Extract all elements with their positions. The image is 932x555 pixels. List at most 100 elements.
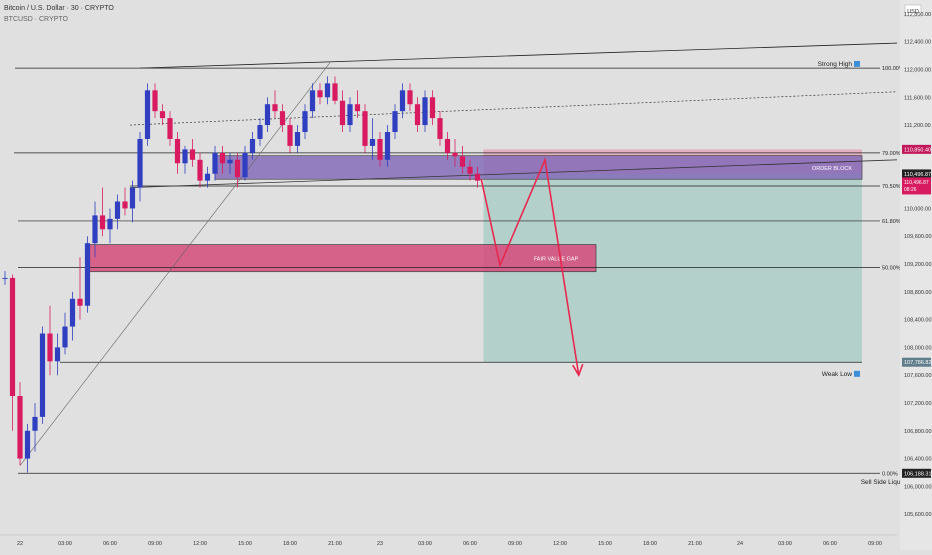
candle-body[interactable] (407, 90, 413, 105)
price-tag-sub-label: 110,496.87 (904, 180, 929, 186)
price-tag[interactable] (902, 468, 931, 478)
price-tag[interactable] (902, 144, 931, 154)
candle-body[interactable] (332, 83, 338, 101)
candle-body[interactable] (354, 104, 361, 112)
candle-body[interactable] (339, 100, 346, 126)
fib-anchor-diagonal[interactable] (19, 62, 331, 466)
level-label: 50.00% (882, 266, 901, 272)
y-tick-label: 108,000.00 (904, 345, 932, 351)
candle-body[interactable] (317, 90, 323, 98)
candle-body[interactable] (144, 90, 151, 139)
candle-body[interactable] (114, 201, 121, 219)
candle-body[interactable] (107, 218, 113, 230)
candle-body[interactable] (234, 159, 241, 178)
candle-body[interactable] (17, 396, 23, 459)
x-tick-label: 06:00 (103, 541, 117, 547)
x-tick-label: 15:00 (238, 541, 252, 547)
candle-body[interactable] (212, 152, 218, 174)
candle-body[interactable] (227, 159, 233, 164)
candle-body[interactable] (287, 125, 293, 146)
x-tick-label: 15:00 (598, 541, 612, 547)
candle-body[interactable] (257, 125, 263, 139)
candle-body[interactable] (347, 104, 353, 126)
candle-body[interactable] (189, 149, 196, 160)
candle-body[interactable] (47, 333, 53, 362)
candle-body[interactable] (414, 104, 421, 126)
candle-body[interactable] (167, 118, 173, 139)
candle-body[interactable] (2, 277, 8, 279)
trendline-lower[interactable] (129, 159, 898, 188)
x-tick-label: 09:00 (508, 541, 522, 547)
candle-body[interactable] (69, 298, 76, 327)
candle-body[interactable] (219, 152, 226, 164)
fvg-label: FAIR VALUE GAP (534, 257, 579, 263)
candle-body[interactable] (429, 97, 436, 119)
candle-body[interactable] (369, 138, 376, 146)
x-tick-label: 09:00 (868, 541, 882, 547)
candle-body[interactable] (459, 156, 466, 167)
candle-body[interactable] (324, 83, 331, 98)
candle-body[interactable] (204, 173, 211, 181)
candle-body[interactable] (294, 132, 301, 146)
x-tick-label: 18:00 (643, 541, 657, 547)
y-tick-label: 107,600.00 (904, 373, 932, 379)
candle-body[interactable] (32, 416, 38, 431)
candle-body[interactable] (197, 159, 203, 181)
candle-body[interactable] (62, 326, 68, 348)
candle-body[interactable] (129, 187, 136, 209)
candle-body[interactable] (137, 138, 143, 188)
y-tick-label: 107,200.00 (904, 401, 932, 407)
y-tick-label: 108,400.00 (904, 318, 932, 324)
candle-body[interactable] (279, 111, 286, 126)
candle-body[interactable] (272, 104, 278, 112)
x-tick-label: 09:00 (148, 541, 162, 547)
candle-body[interactable] (264, 104, 271, 126)
candle-body[interactable] (302, 111, 308, 133)
candle-body[interactable] (54, 347, 61, 362)
candle-body[interactable] (92, 215, 98, 244)
annotation-label: Strong High (818, 61, 853, 68)
candle-body[interactable] (152, 90, 158, 112)
candle-body[interactable] (467, 166, 473, 174)
annotation-flag-icon (854, 370, 860, 377)
price-tag-label: 106,188.31 (904, 471, 932, 477)
candle-body[interactable] (77, 298, 83, 306)
x-tick-label: 03:00 (418, 541, 432, 547)
y-tick-label: 109,600.00 (904, 234, 932, 240)
candle-body[interactable] (159, 111, 166, 119)
candle-body[interactable] (452, 152, 458, 157)
price-tag[interactable] (902, 169, 931, 179)
y-tick-label: 111,600.00 (904, 95, 931, 101)
x-tick-label: 12:00 (193, 541, 207, 547)
x-tick-label: 23 (377, 541, 383, 547)
candle-body[interactable] (392, 111, 398, 133)
candle-body[interactable] (9, 277, 16, 397)
level-label: 70.50% (882, 184, 901, 190)
candle-body[interactable] (242, 152, 248, 178)
candle-body[interactable] (174, 138, 181, 164)
candle-body[interactable] (122, 201, 128, 209)
projection-path[interactable] (480, 156, 580, 376)
price-axis[interactable] (900, 0, 932, 550)
candle-body[interactable] (474, 173, 481, 181)
currency-badge[interactable] (904, 4, 922, 17)
candle-body[interactable] (437, 118, 443, 139)
candle-body[interactable] (182, 149, 188, 164)
candle-body[interactable] (309, 90, 316, 112)
candle-body[interactable] (249, 138, 256, 153)
candle-body[interactable] (24, 430, 31, 459)
candle-body[interactable] (39, 333, 46, 417)
candle-body[interactable] (362, 111, 368, 146)
candle-body[interactable] (384, 132, 391, 160)
candle-body[interactable] (99, 215, 106, 230)
trendline-upper[interactable] (139, 42, 898, 69)
x-tick-label: 12:00 (553, 541, 567, 547)
candle-body[interactable] (84, 243, 91, 306)
candle-body[interactable] (444, 138, 451, 153)
candle-body[interactable] (377, 138, 383, 160)
candle-body[interactable] (422, 97, 428, 126)
price-tag[interactable] (902, 357, 931, 367)
candle-body[interactable] (399, 90, 406, 112)
